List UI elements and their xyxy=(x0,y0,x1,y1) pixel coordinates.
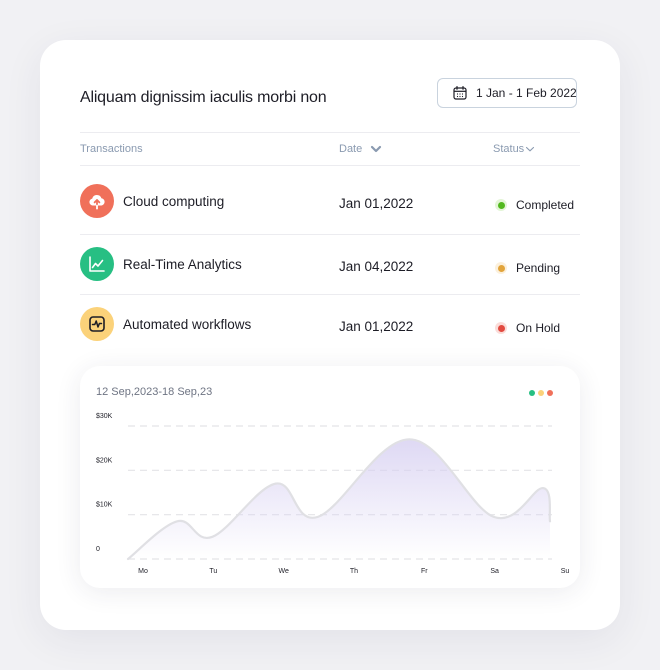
date-range-label: 1 Jan - 1 Feb 2022 xyxy=(476,86,577,100)
y-tick-label: $20K xyxy=(96,457,113,464)
row-icon xyxy=(80,307,114,341)
chart-range-label: 12 Sep,2023-18 Sep,23 xyxy=(96,386,213,398)
cloud-upload-icon xyxy=(89,194,105,210)
series-line xyxy=(126,438,552,561)
chevron-down-icon xyxy=(526,146,535,152)
y-tick-label: $30K xyxy=(96,413,113,420)
status-badge: Completed xyxy=(495,198,574,212)
card-title: Aliquam dignissim iaculis morbi non xyxy=(80,89,327,106)
area-chart: 0 $10K $20K $30K Mo Tu We Th Fr Sa Su xyxy=(96,413,570,575)
table-row[interactable]: Automated workflows Jan 01,2022 On Hold xyxy=(80,294,580,354)
status-dot-halo xyxy=(495,199,507,211)
table-row[interactable]: Cloud computing Jan 01,2022 Completed xyxy=(80,171,580,231)
status-badge: On Hold xyxy=(495,321,560,335)
row-icon xyxy=(80,247,114,281)
x-tick-label: Mo xyxy=(138,568,148,575)
column-header-date[interactable]: Date xyxy=(339,143,382,155)
row-date: Jan 01,2022 xyxy=(339,196,414,211)
x-tick-label: Su xyxy=(561,568,570,575)
status-dot xyxy=(497,264,505,272)
x-tick-label: Fr xyxy=(421,568,428,575)
divider xyxy=(80,294,580,295)
chart-card: 12 Sep,2023-18 Sep,23 0 $10K $20K $30K Mo Tu… xyxy=(80,366,580,588)
status-label: On Hold xyxy=(516,321,561,335)
x-tick-label: Tu xyxy=(209,568,217,575)
status-dot xyxy=(497,201,505,209)
chevron-down-icon xyxy=(371,145,382,153)
legend-dot xyxy=(547,390,553,396)
status-dot xyxy=(497,324,505,332)
row-date: Jan 04,2022 xyxy=(339,259,414,274)
x-tick-label: We xyxy=(278,568,288,575)
column-header-date-label: Date xyxy=(339,143,363,155)
status-label: Pending xyxy=(516,261,561,275)
status-dot-halo xyxy=(495,262,507,274)
column-header-status-label: Status xyxy=(493,143,525,155)
y-tick-label: $10K xyxy=(96,502,113,509)
row-name: Automated workflows xyxy=(123,317,252,332)
line-chart-icon xyxy=(89,256,105,272)
y-tick-label: 0 xyxy=(96,546,100,553)
table-row[interactable]: Real-Time Analytics Jan 04,2022 Pending xyxy=(80,234,580,294)
row-name: Cloud computing xyxy=(123,194,225,209)
transactions-card: Aliquam dignissim iaculis morbi non 1 Ja… xyxy=(40,40,620,630)
status-dot-halo xyxy=(495,322,507,334)
chart-area xyxy=(128,439,550,559)
row-date: Jan 01,2022 xyxy=(339,319,414,334)
divider xyxy=(80,132,580,133)
x-tick-label: Sa xyxy=(490,568,499,575)
activity-icon xyxy=(89,316,105,332)
divider xyxy=(80,234,580,235)
x-tick-label: Th xyxy=(350,568,358,575)
row-icon xyxy=(80,184,114,218)
legend-dot xyxy=(538,390,544,396)
column-header-status[interactable]: Status xyxy=(493,143,535,155)
date-range-button[interactable]: 1 Jan - 1 Feb 2022 xyxy=(437,78,577,108)
status-badge: Pending xyxy=(495,261,560,275)
chart-legend xyxy=(529,390,553,396)
row-name: Real-Time Analytics xyxy=(123,257,242,272)
legend-dot xyxy=(529,390,535,396)
divider xyxy=(80,165,580,166)
calendar-icon xyxy=(453,86,467,100)
column-header-transactions[interactable]: Transactions xyxy=(80,143,143,155)
status-label: Completed xyxy=(516,198,575,212)
